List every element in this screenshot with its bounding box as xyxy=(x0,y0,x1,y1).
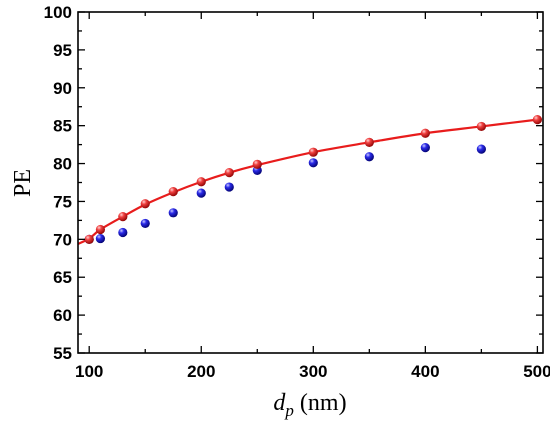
y-tick-label: 60 xyxy=(53,306,72,325)
blue-data-point xyxy=(476,144,486,154)
x-tick-label: 200 xyxy=(187,362,215,381)
blue-data-point xyxy=(95,233,106,244)
red-data-point xyxy=(196,177,206,187)
red-data-point xyxy=(252,159,262,169)
y-tick-label: 70 xyxy=(53,230,72,249)
y-tick-label: 100 xyxy=(44,3,72,22)
y-tick-label: 85 xyxy=(53,117,72,136)
x-tick-label: 300 xyxy=(299,362,327,381)
y-tick-label: 80 xyxy=(53,155,72,174)
axis-ticks: 100 200 300 400 500 55 60 65 70 75 80 85 90 95 100 xyxy=(44,3,550,381)
blue-data-point xyxy=(168,208,178,218)
blue-data-point xyxy=(224,182,234,192)
y-axis-label: PE xyxy=(10,169,36,197)
red-data-point xyxy=(224,168,234,178)
plot-frame xyxy=(77,11,544,354)
blue-data-point xyxy=(118,227,128,238)
x-tick-label: 400 xyxy=(411,362,439,381)
y-tick-label: 55 xyxy=(53,344,72,363)
red-data-point xyxy=(95,224,106,235)
x-axis-label-variable: d xyxy=(273,390,286,416)
red-data-point xyxy=(476,121,486,132)
y-tick-label: 95 xyxy=(53,41,72,60)
red-data-point xyxy=(364,137,374,147)
blue-data-point xyxy=(140,218,150,229)
y-tick-label: 90 xyxy=(53,79,72,98)
red-data-point xyxy=(140,199,150,209)
blue-data-point xyxy=(420,143,430,153)
x-axis-label-subscript: p xyxy=(284,401,294,420)
red-data-point xyxy=(118,212,128,222)
red-data-point xyxy=(420,128,430,138)
plot-area xyxy=(77,115,542,245)
red-data-point xyxy=(532,115,542,125)
x-axis-label: dp (nm) xyxy=(273,390,346,420)
y-tick-label: 75 xyxy=(53,192,72,211)
red-data-point xyxy=(84,234,94,244)
blue-data-point xyxy=(196,188,206,198)
x-tick-label: 500 xyxy=(523,362,550,381)
y-tick-label: 65 xyxy=(53,268,72,287)
blue-data-point xyxy=(364,152,374,162)
red-data-point xyxy=(168,186,178,197)
blue-data-point xyxy=(308,158,318,168)
red-data-point xyxy=(308,147,318,157)
x-axis-label-unit: (nm) xyxy=(294,390,347,416)
x-tick-label: 100 xyxy=(75,362,103,381)
